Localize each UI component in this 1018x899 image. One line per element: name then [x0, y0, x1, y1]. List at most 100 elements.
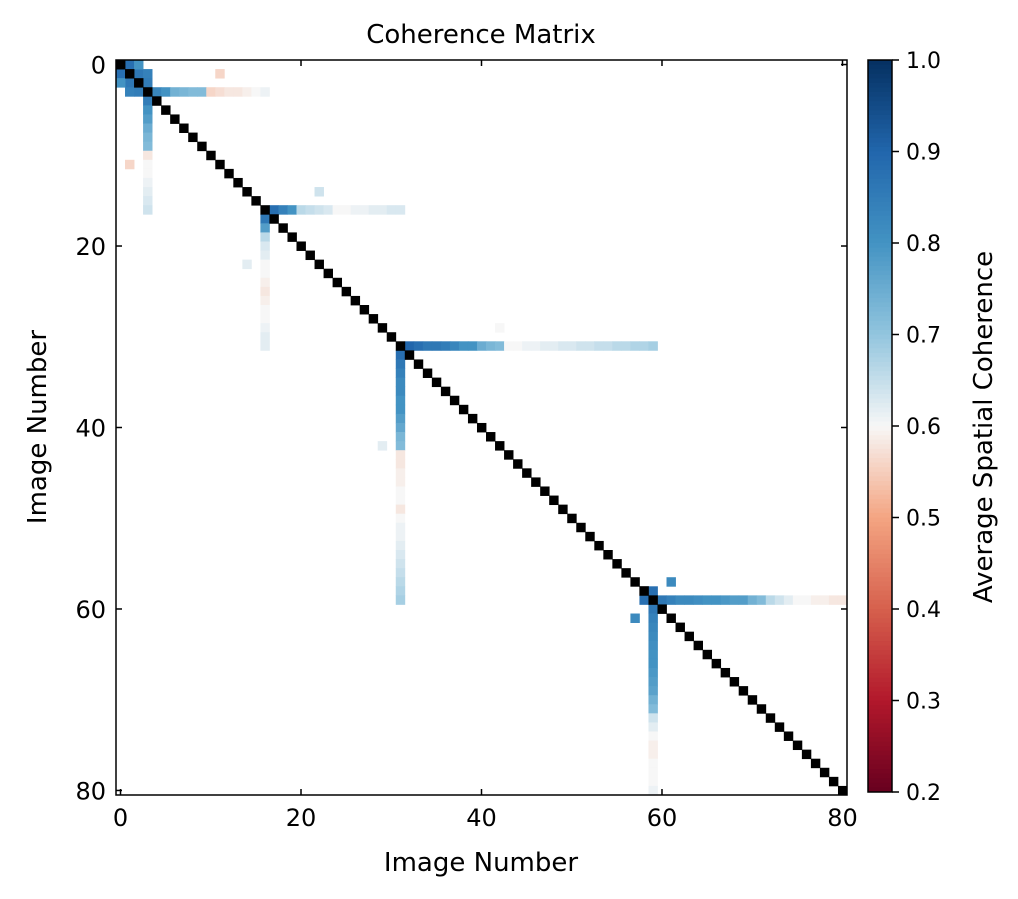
heatmap-cell [134, 87, 144, 97]
heatmap-cell [143, 132, 153, 143]
heatmap-cell [675, 622, 685, 633]
colorbar-segment [868, 243, 892, 249]
heatmap-cell [648, 622, 658, 633]
heatmap-cell [242, 187, 252, 197]
heatmap-cell [594, 540, 604, 551]
heatmap-cell [747, 595, 758, 605]
colorbar-segment [868, 320, 892, 326]
heatmap-cell [296, 241, 306, 251]
colorbar-segment [868, 82, 892, 88]
colorbar-segment [868, 174, 892, 180]
x-tick-label: 60 [647, 804, 678, 832]
colorbar-segment [868, 293, 892, 299]
heatmap-cell [161, 105, 171, 115]
heatmap-cell [251, 87, 261, 97]
heatmap-cell [648, 586, 658, 596]
heatmap-cell [395, 495, 406, 506]
heatmap-cell [585, 531, 595, 542]
heatmap-cell [504, 341, 514, 351]
heatmap-cell [368, 205, 379, 215]
colorbar-segment [868, 275, 892, 281]
heatmap-cell [449, 395, 460, 406]
heatmap-cell [377, 441, 388, 451]
heatmap-cell [386, 205, 397, 215]
colorbar-tick-label: 0.9 [906, 141, 941, 166]
heatmap-cell [395, 205, 406, 215]
heatmap-cell [116, 69, 126, 79]
heatmap-cell [395, 432, 406, 442]
colorbar-segment [868, 453, 892, 459]
heatmap-cell [152, 96, 162, 106]
heatmap-cell [486, 341, 496, 351]
heatmap-cell [395, 550, 406, 560]
heatmap-cell [260, 323, 270, 333]
colorbar-segment [868, 233, 892, 239]
heatmap-cell [296, 205, 306, 215]
colorbar-segment [868, 73, 892, 79]
heatmap-cell [440, 341, 451, 351]
colorbar-segment [868, 718, 892, 724]
heatmap-cell [522, 468, 532, 478]
heatmap-cell [648, 758, 658, 769]
heatmap-cell [215, 87, 225, 97]
heatmap-cell [143, 105, 153, 115]
colorbar-segment [868, 695, 892, 702]
colorbar-segment [868, 357, 892, 363]
heatmap-cell [792, 595, 803, 605]
heatmap-cell [305, 205, 315, 215]
colorbar-segment [868, 508, 892, 514]
colorbar-segment [868, 265, 892, 271]
heatmap-cell [395, 459, 406, 469]
colorbar-segment [868, 700, 892, 706]
heatmap-cell [152, 87, 162, 97]
colorbar-segment [868, 490, 892, 496]
heatmap-cell [179, 123, 189, 133]
heatmap-cell [143, 168, 153, 179]
colorbar-segment [868, 69, 892, 75]
heatmap-cell [495, 323, 505, 333]
colorbar-segment [868, 124, 892, 130]
colorbar-segment [868, 778, 892, 784]
heatmap-cell [630, 613, 640, 623]
colorbar-segment [868, 645, 892, 651]
heatmap-cell [395, 531, 406, 542]
heatmap-cell [206, 150, 216, 161]
heatmap-cell [233, 177, 243, 188]
heatmap-cell [648, 613, 658, 623]
heatmap-cell [603, 550, 613, 560]
colorbar-segment [868, 142, 892, 148]
heatmap-cell [260, 332, 270, 342]
heatmap-cell [242, 87, 252, 97]
colorbar-segment [868, 252, 892, 258]
colorbar-segment [868, 407, 892, 413]
colorbar-segment [868, 389, 892, 395]
heatmap-cell [206, 87, 216, 97]
colorbar-segment [868, 622, 892, 628]
colorbar-segment [868, 220, 892, 226]
heatmap-cell [648, 658, 658, 669]
colorbar-segment [868, 627, 892, 633]
heatmap-cell [260, 87, 270, 97]
heatmap-cell [774, 722, 785, 732]
colorbar-segment [868, 572, 892, 578]
heatmap-cell [188, 132, 198, 143]
heatmap-cell [269, 205, 279, 215]
heatmap-cell [476, 341, 487, 351]
heatmap-cell [332, 277, 343, 288]
colorbar-segment [868, 691, 892, 697]
colorbar-segment [868, 494, 892, 500]
heatmap-cell [395, 441, 406, 451]
heatmap-cell [260, 259, 270, 270]
colorbar-segment [868, 64, 892, 70]
heatmap-cell [395, 504, 406, 515]
heatmap-cell [666, 595, 676, 605]
heatmap-cell [395, 559, 406, 569]
heatmap-cell [278, 205, 288, 215]
heatmap-cell [395, 395, 406, 406]
heatmap-cell [630, 577, 640, 587]
heatmap-cell [395, 586, 406, 596]
colorbar-segment [868, 682, 892, 688]
heatmap-cell [350, 295, 361, 306]
heatmap-cell [260, 232, 270, 242]
heatmap-cell [513, 459, 523, 469]
